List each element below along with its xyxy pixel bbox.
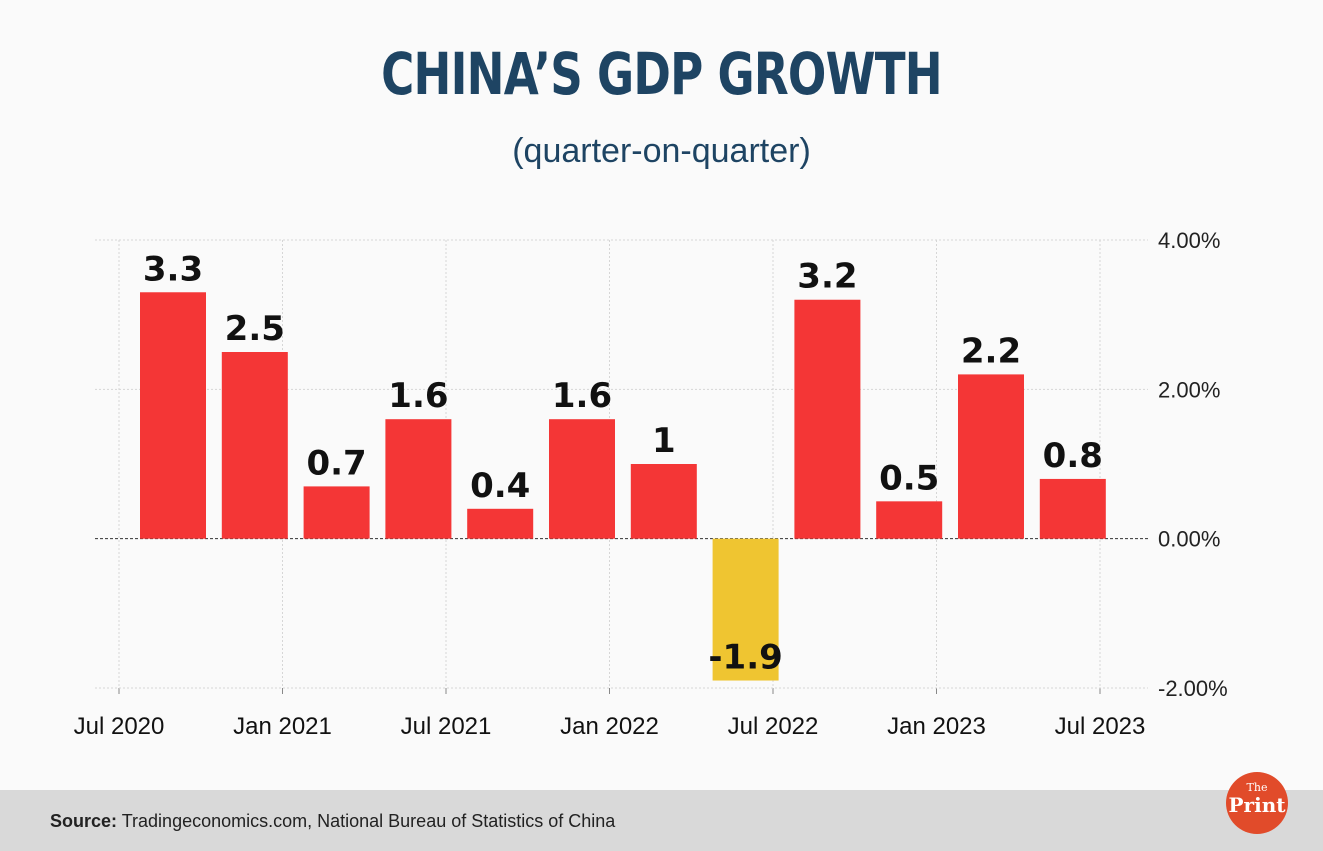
bar [467,508,534,539]
bar [303,486,370,539]
bar [221,352,288,539]
source-note: Source: Tradingeconomics.com, National B… [50,811,615,832]
bar [385,419,452,539]
bar [140,292,206,539]
bar [958,374,1024,539]
logo-line-the: The [1246,781,1268,794]
x-tick-label: Jan 2021 [233,713,332,740]
data-label: 2.5 [225,309,285,349]
y-tick-label: 0.00% [1158,527,1220,552]
bar [1039,478,1106,539]
x-tick-label: Jan 2023 [887,713,986,740]
data-label: -1.9 [708,638,782,678]
y-tick-label: 4.00% [1158,228,1220,253]
y-tick-label: 2.00% [1158,377,1220,402]
data-label: 3.3 [143,249,203,289]
data-label: 0.4 [470,466,530,506]
data-label: 0.7 [306,443,366,483]
data-label: 2.2 [961,331,1021,371]
bar [549,419,615,539]
x-tick-label: Jul 2023 [1055,713,1146,740]
bar [794,299,861,539]
data-label: 1 [652,421,676,461]
data-label: 1.6 [552,376,612,416]
bar [876,501,943,539]
logo-line-print: Print [1228,793,1286,817]
bar-chart: Jul 2020 Jan 2021 Jul 2021 Jan 2022 Jul 2022… [74,228,1228,740]
source-label: Source: [50,811,118,831]
data-label: 1.6 [388,376,448,416]
data-label: 3.2 [797,257,857,297]
x-tick-label: Jul 2021 [401,713,492,740]
data-label: 0.5 [879,458,939,498]
x-tick-label: Jan 2022 [560,713,659,740]
theprint-logo[interactable]: The Print [1226,772,1288,834]
bar-negative [712,538,779,681]
chart-subtitle: (quarter-on-quarter) [512,132,811,170]
source-text: Tradingeconomics.com, National Bureau of… [121,811,616,831]
x-tick-label: Jul 2022 [728,713,819,740]
y-tick-label: -2.00% [1158,676,1228,701]
data-label: 0.8 [1043,436,1103,476]
chart-title: CHINA’S GDP GROWTH [381,40,943,108]
footer-bar: Source: Tradingeconomics.com, National B… [0,790,1323,851]
x-tick-label: Jul 2020 [74,713,165,740]
bar [630,464,697,539]
